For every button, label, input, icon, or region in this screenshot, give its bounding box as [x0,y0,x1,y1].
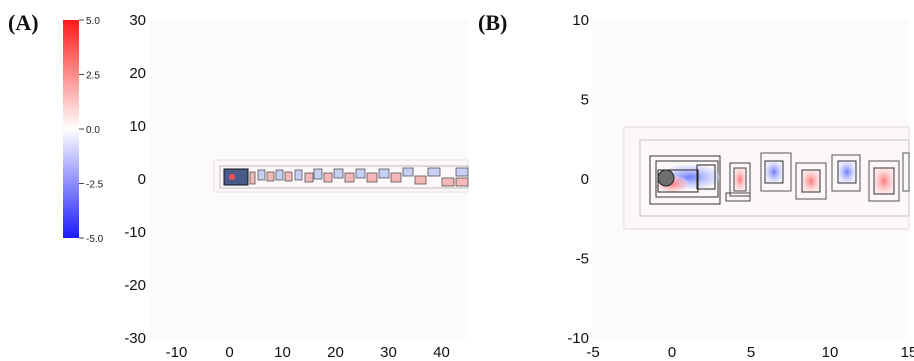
panel-a-x-tick-label: 30 [380,344,397,361]
panel-b-x-tick-label: 10 [822,344,839,361]
panel-a-patch [333,168,344,179]
colorbar-tick-label: 2.5 [86,71,100,82]
panel-b-cylinder [657,169,675,187]
panel-a-patch [427,167,441,177]
colorbar: 5.0 2.5 0.0 -2.5 -5.0 [63,16,104,245]
panel-b-box-blue2-outer [831,154,861,192]
panel-a-label: (A) [8,10,39,35]
panel-b-box-blue1 [764,160,784,184]
panel-a-y-tick-label: 0 [138,171,146,188]
colorbar-tick-label: -5.0 [86,234,104,245]
panel-b-label: (B) [478,10,507,35]
panel-a-y-tick-label: -30 [124,330,146,347]
panel-b-box-cylinder-inner [657,169,699,193]
panel-b-box-red1-tail [725,192,751,202]
panel-b-x-tick-label: 15 [901,344,914,361]
panel-a-patch [455,177,469,187]
panel-a-patch [323,172,333,183]
panel-b-box-red2-outer [795,162,827,200]
panel-b-y-tick-label: 10 [572,12,589,29]
panel-a-y-tick-label: -10 [124,224,146,241]
panel-a-x-tick-label: 40 [433,344,450,361]
panel-a-y-tick-label: -20 [124,277,146,294]
panel-a-patch [257,169,266,181]
panel-a-y-tick-label: 20 [129,65,146,82]
panel-b-box-red3-outer [868,160,900,202]
panel-b-box-red1-outer [729,162,751,197]
panel-a-domain-inner [219,165,469,189]
panel-a: -10 0 10 20 30 40 30 20 10 0 -10 -20 -30 [124,12,469,361]
panel-a-patch [275,169,284,181]
panel-a-patch [304,172,314,183]
panel-b-box-blue2 [837,160,857,184]
panel-a-patch [294,169,303,181]
panel-a-patch [355,168,366,179]
panel-a-patch [390,172,402,183]
panel-a-patch [249,171,256,185]
panel-a-patch [344,172,355,183]
panel-a-x-tick-label: -10 [166,344,188,361]
panel-b-box-red3 [873,167,895,195]
panel-b-box-near [696,164,716,190]
panel-b-box-red1 [733,167,747,192]
panel-a-y-tick-label: 10 [129,118,146,135]
panel-b-box-cylinder-outer [649,155,721,205]
panel-b-x-tick-label: -5 [586,344,599,361]
panel-b-y-tick-label: -10 [567,330,589,347]
panel-a-x-tick-label: 20 [327,344,344,361]
panel-a-patch [378,168,390,179]
panel-a-y-tick-label: 30 [129,12,146,29]
panel-b-x-tick-label: 5 [747,344,755,361]
panel-a-patch [441,177,455,187]
colorbar-gradient [63,20,79,238]
panel-a-patch [313,168,323,180]
panel-b-x-tick-label: 0 [668,344,676,361]
panel-b-box-red2 [801,169,821,193]
panel-b-y-tick-label: 0 [581,171,589,188]
panel-b-box-edge [902,152,910,192]
panel-b-y-tick-label: -5 [576,251,589,268]
panel-a-vortex-red [229,174,235,180]
panel-a-patch [366,172,378,183]
panel-a-cylinder-region [223,168,249,186]
panel-a-patch [414,175,427,185]
panel-a-patches [223,167,469,187]
panel-a-patch [266,171,275,182]
panel-a-x-tick-label: 10 [274,344,291,361]
colorbar-tick-label: 5.0 [86,16,100,27]
panel-b-y-tick-label: 5 [581,92,589,109]
panel-a-patch [455,167,469,177]
panel-b-box-blue1-outer [760,152,792,192]
colorbar-tick-label: -2.5 [86,180,104,191]
panel-a-patch [402,167,414,177]
colorbar-tick-label: 0.0 [86,125,100,136]
panel-a-patch [284,171,293,182]
panel-a-x-tick-label: 0 [225,344,233,361]
